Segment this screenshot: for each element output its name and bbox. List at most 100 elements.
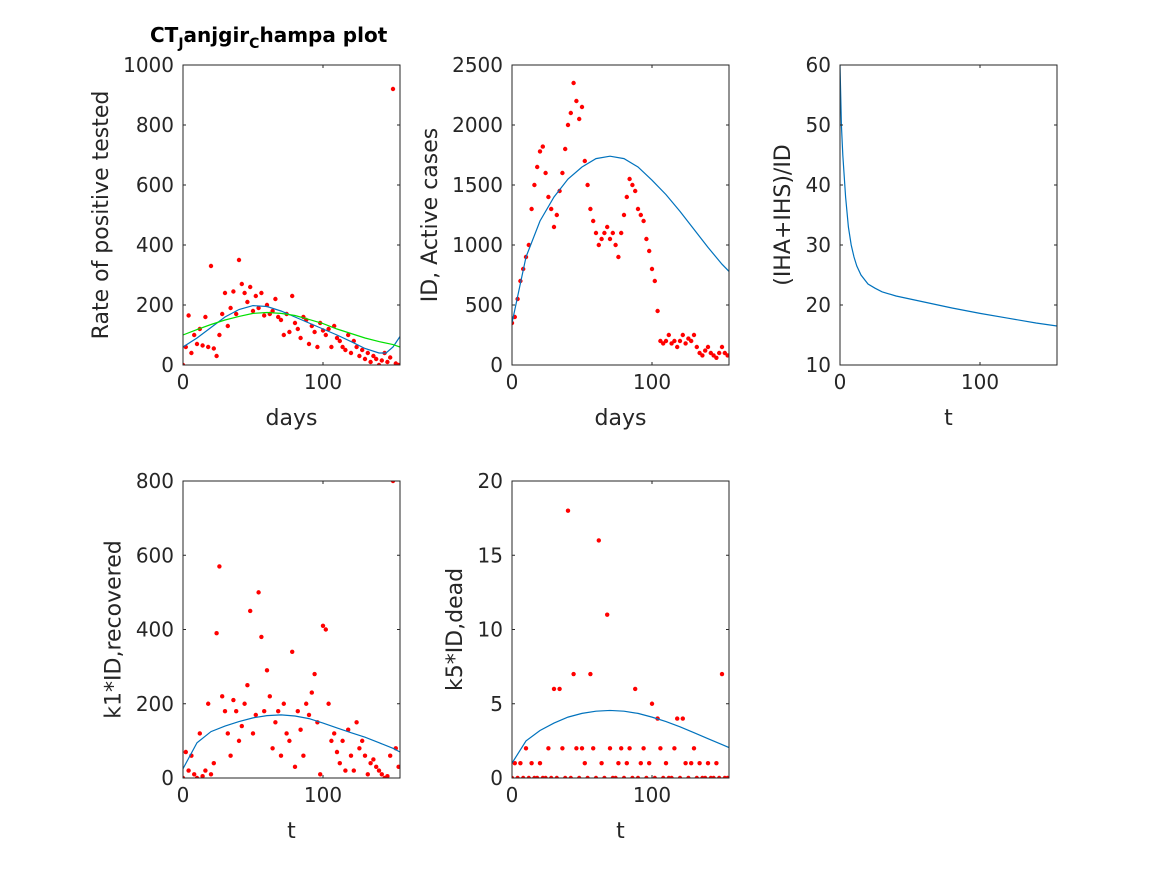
- data-point: [641, 218, 646, 224]
- data-point: [183, 775, 186, 778]
- data-point: [680, 716, 685, 721]
- data-point: [214, 353, 219, 359]
- plot-area: [512, 508, 729, 778]
- data-point: [192, 332, 197, 338]
- data-point: [523, 746, 529, 751]
- data-point: [549, 206, 554, 212]
- data-point: [633, 686, 638, 692]
- data-point: [396, 764, 400, 770]
- data-point: [633, 188, 638, 194]
- data-point: [717, 350, 722, 356]
- data-point: [560, 170, 565, 176]
- data-point: [689, 760, 694, 766]
- data-point: [200, 773, 205, 778]
- x-tick-label: 0: [506, 783, 519, 807]
- data-point: [379, 358, 384, 363]
- y-axis-label: (IHA+IHS)/ID: [771, 144, 796, 286]
- y-axis-label: ID, Active cases: [418, 128, 443, 303]
- data-point: [343, 768, 348, 773]
- data-point: [543, 170, 548, 176]
- data-point: [340, 738, 345, 744]
- y-tick-label: 200: [136, 293, 174, 317]
- data-point: [602, 775, 607, 778]
- title-part-hampa: hampa plot: [259, 23, 387, 47]
- data-point: [560, 746, 565, 751]
- data-point: [537, 760, 543, 766]
- data-point: [697, 760, 702, 766]
- data-point: [680, 332, 685, 338]
- data-point: [627, 176, 632, 182]
- data-point: [379, 772, 384, 777]
- data-point: [231, 289, 236, 294]
- data-point: [374, 764, 379, 770]
- data-point: [253, 293, 258, 299]
- data-point: [329, 738, 334, 744]
- data-point: [565, 508, 571, 513]
- y-tick-label: 0: [490, 766, 503, 790]
- data-point: [290, 293, 295, 299]
- y-tick-label: 200: [136, 692, 174, 716]
- y-tick-label: 60: [806, 53, 831, 77]
- data-point: [705, 344, 711, 350]
- data-point: [309, 690, 314, 695]
- x-tick-label: 0: [506, 370, 519, 394]
- title-part-ct: CT: [150, 23, 179, 47]
- data-point: [278, 317, 284, 323]
- y-tick-label: 1000: [123, 53, 174, 77]
- data-point: [298, 335, 303, 341]
- data-point: [599, 760, 604, 766]
- plot-area: [183, 481, 400, 778]
- data-point: [591, 746, 596, 751]
- data-point: [337, 338, 342, 344]
- data-point: [211, 760, 216, 766]
- data-point: [292, 320, 298, 326]
- y-tick-label: 30: [806, 233, 831, 257]
- x-tick-label: 0: [177, 783, 190, 807]
- data-point: [256, 305, 261, 311]
- data-point: [649, 266, 655, 272]
- data-point: [593, 775, 599, 778]
- data-point: [624, 760, 629, 766]
- data-point: [250, 308, 256, 314]
- series-line-1: [840, 65, 1057, 327]
- data-point: [630, 182, 635, 188]
- data-point: [694, 344, 699, 350]
- data-point: [234, 708, 239, 714]
- data-point: [658, 746, 663, 751]
- data-point: [689, 338, 694, 344]
- data-point: [588, 206, 593, 212]
- data-point: [262, 708, 267, 714]
- data-point: [385, 359, 390, 365]
- data-point: [365, 350, 370, 356]
- data-point: [546, 746, 551, 751]
- data-point: [638, 760, 643, 766]
- data-point: [323, 332, 328, 338]
- data-point: [371, 757, 376, 762]
- data-point: [596, 538, 601, 543]
- data-point: [624, 194, 629, 200]
- data-point: [292, 764, 298, 770]
- data-point: [203, 314, 208, 320]
- data-point: [388, 753, 393, 758]
- data-point: [591, 218, 596, 224]
- axes-box: [839, 64, 1058, 366]
- data-point: [287, 329, 292, 335]
- plot-area: [840, 65, 1057, 327]
- data-point: [557, 686, 562, 692]
- data-point: [376, 362, 382, 365]
- data-point: [348, 350, 354, 356]
- data-point: [197, 731, 202, 736]
- data-point: [551, 224, 557, 230]
- x-tick-label: 0: [834, 370, 847, 394]
- data-point: [334, 749, 340, 755]
- data-point: [711, 775, 716, 778]
- data-point: [719, 344, 725, 350]
- data-point: [278, 753, 284, 758]
- data-point: [312, 671, 317, 677]
- y-tick-label: 10: [806, 353, 831, 377]
- data-point: [616, 760, 621, 766]
- data-point: [627, 746, 632, 751]
